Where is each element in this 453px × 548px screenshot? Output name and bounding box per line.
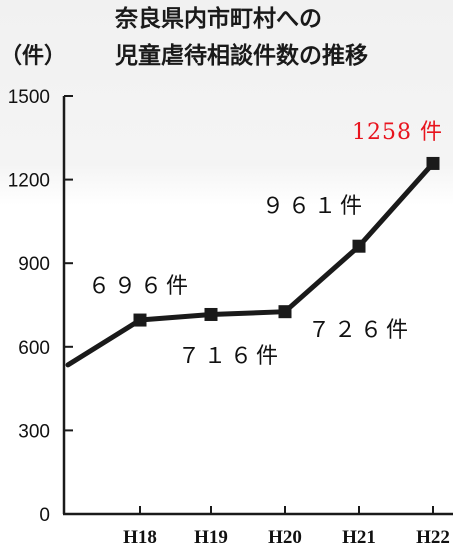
data-label: ６９６件 <box>88 274 192 299</box>
y-tick-label: 600 <box>18 338 50 359</box>
y-tick-label: 1500 <box>8 87 50 108</box>
data-labels: ６９６件 ７１６件 ７２６件 ９６１件 1258 件 <box>88 120 443 369</box>
data-label: ７１６件 <box>178 344 282 369</box>
data-point-marker <box>426 156 440 170</box>
axis-ticks: 0 300 600 900 1200 1500 H18 H19 H20 H21 H22 <box>8 87 450 548</box>
y-tick-label: 1200 <box>8 171 50 192</box>
series-line <box>65 160 436 368</box>
series-line-group <box>65 156 440 368</box>
y-unit-label: （件） <box>0 43 66 69</box>
x-tick-label: H20 <box>268 527 302 548</box>
data-point-marker <box>133 313 147 327</box>
x-tick-label: H22 <box>416 527 450 548</box>
y-tick-label: 0 <box>39 505 50 526</box>
data-point-marker <box>204 307 218 321</box>
data-point-marker <box>352 239 366 253</box>
y-tick-label: 300 <box>18 421 50 442</box>
x-tick-label: H21 <box>342 527 376 548</box>
data-label: 1258 件 <box>352 120 443 145</box>
chart-title-line1: 奈良県内市町村への <box>114 5 322 32</box>
data-label: ９６１件 <box>262 194 366 219</box>
background-band <box>0 0 453 205</box>
x-tick-label: H18 <box>123 527 157 548</box>
y-tick-label: 900 <box>18 254 50 275</box>
x-tick-label: H19 <box>194 527 228 548</box>
chart-title-line2: 児童虐待相談件数の推移 <box>114 42 368 69</box>
data-point-marker <box>278 305 292 319</box>
data-label: ７２６件 <box>308 318 412 343</box>
